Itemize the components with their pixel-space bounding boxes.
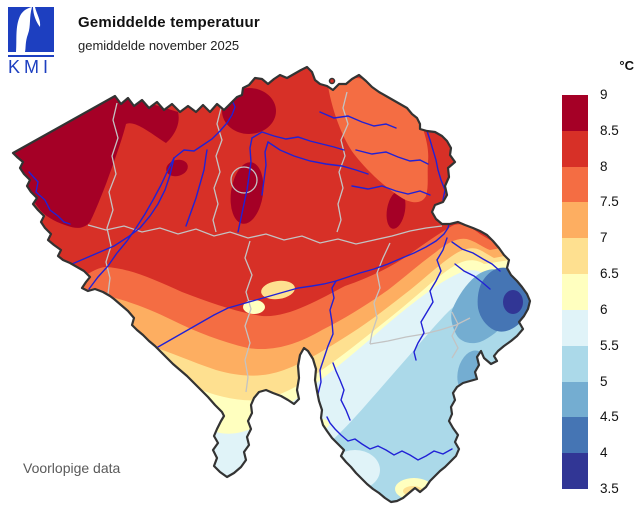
legend-labels: 9 8.5 8 7.5 7 6.5 6 5.5 5 4.5 4 3.5 [600,87,636,496]
legend-tick-label: 4 [600,445,608,461]
river-zenne [237,137,253,233]
river-nete [251,131,345,151]
rivers [28,96,501,461]
river-dijle [261,141,269,196]
baarle-hertog-exclave [328,77,336,85]
page-title: Gemiddelde temperatuur [78,14,260,31]
pocket-pale-blue-south [330,450,380,490]
legend-color-cell [562,238,588,275]
river-dender [185,149,208,227]
legend-colorbar [562,95,588,489]
legend-tick-label: 5.5 [600,337,619,353]
footnote-preliminary-data: Voorlopige data [23,460,121,476]
pocket-condroz-pale [243,300,265,314]
legend-color-cell [562,453,588,489]
river-ourthe [413,237,448,361]
legend-color-cell [562,274,588,310]
legend-tick-label: 7.5 [600,194,619,210]
kmi-logo-square [8,7,54,52]
legend-color-cell [562,309,588,346]
province-border-brussels [230,166,258,194]
kmi-logo-rule [8,55,54,57]
page-subtitle: gemiddelde november 2025 [78,38,240,53]
legend-tick-label: 8 [600,158,608,174]
kmi-logo: KMI [8,7,54,77]
legend-color-cell [562,202,588,239]
river-limburg-1 [355,149,429,165]
river-semois [326,416,453,461]
legend-tick-label: 3.5 [600,481,619,496]
province-border-namur [369,242,391,345]
band-4.5-5-patch [467,406,489,434]
river-schelde-upper [88,157,175,290]
legend-tick-label: 7 [600,230,608,246]
river-leie [56,157,175,273]
river-ambleve [454,263,491,290]
legend-tick-label: 8.5 [600,122,619,138]
band-8.5-9-antwerp [222,88,276,134]
river-kempen [319,111,397,129]
pocket-condroz-yellow [261,280,295,300]
river-lesse [332,362,351,421]
kmi-logo-swoosh-right [33,7,41,27]
kmi-logo-swoosh-left [16,7,32,52]
legend-color-cell [562,166,588,203]
legend-tick-label: 9 [600,87,608,102]
legend-tick-label: 6.5 [600,266,619,282]
province-border-westfl [105,102,119,295]
band-8.5-9-east-spot [386,191,406,229]
river-sambre [157,280,337,348]
legend-color-cell [562,381,588,418]
province-border-hainaut [244,240,253,393]
band-7.5-8-kempen [328,78,429,203]
province-border-eastfl [212,107,223,233]
river-ijzer [28,171,71,225]
river-limburg-2 [351,185,431,196]
legend-tick-label: 5 [600,373,608,389]
legend-unit-label: °C [619,58,634,73]
kmi-logo-text: KMI [8,57,52,77]
river-vesdre [451,241,501,272]
temperature-bands [13,67,530,502]
legend-tick-label: 6 [600,301,608,317]
legend-color-cell [562,417,588,454]
legend-color-cell [562,345,588,382]
band-3.5-4-core [503,290,523,314]
province-border-wallonia [87,224,443,245]
legend-color-cell [562,95,588,131]
legend-color-cell [562,130,588,167]
legend-tick-label: 4.5 [600,409,619,425]
province-border-east [451,311,459,359]
river-meuse [317,130,451,395]
country-border [11,65,532,504]
river-demer [267,141,369,175]
